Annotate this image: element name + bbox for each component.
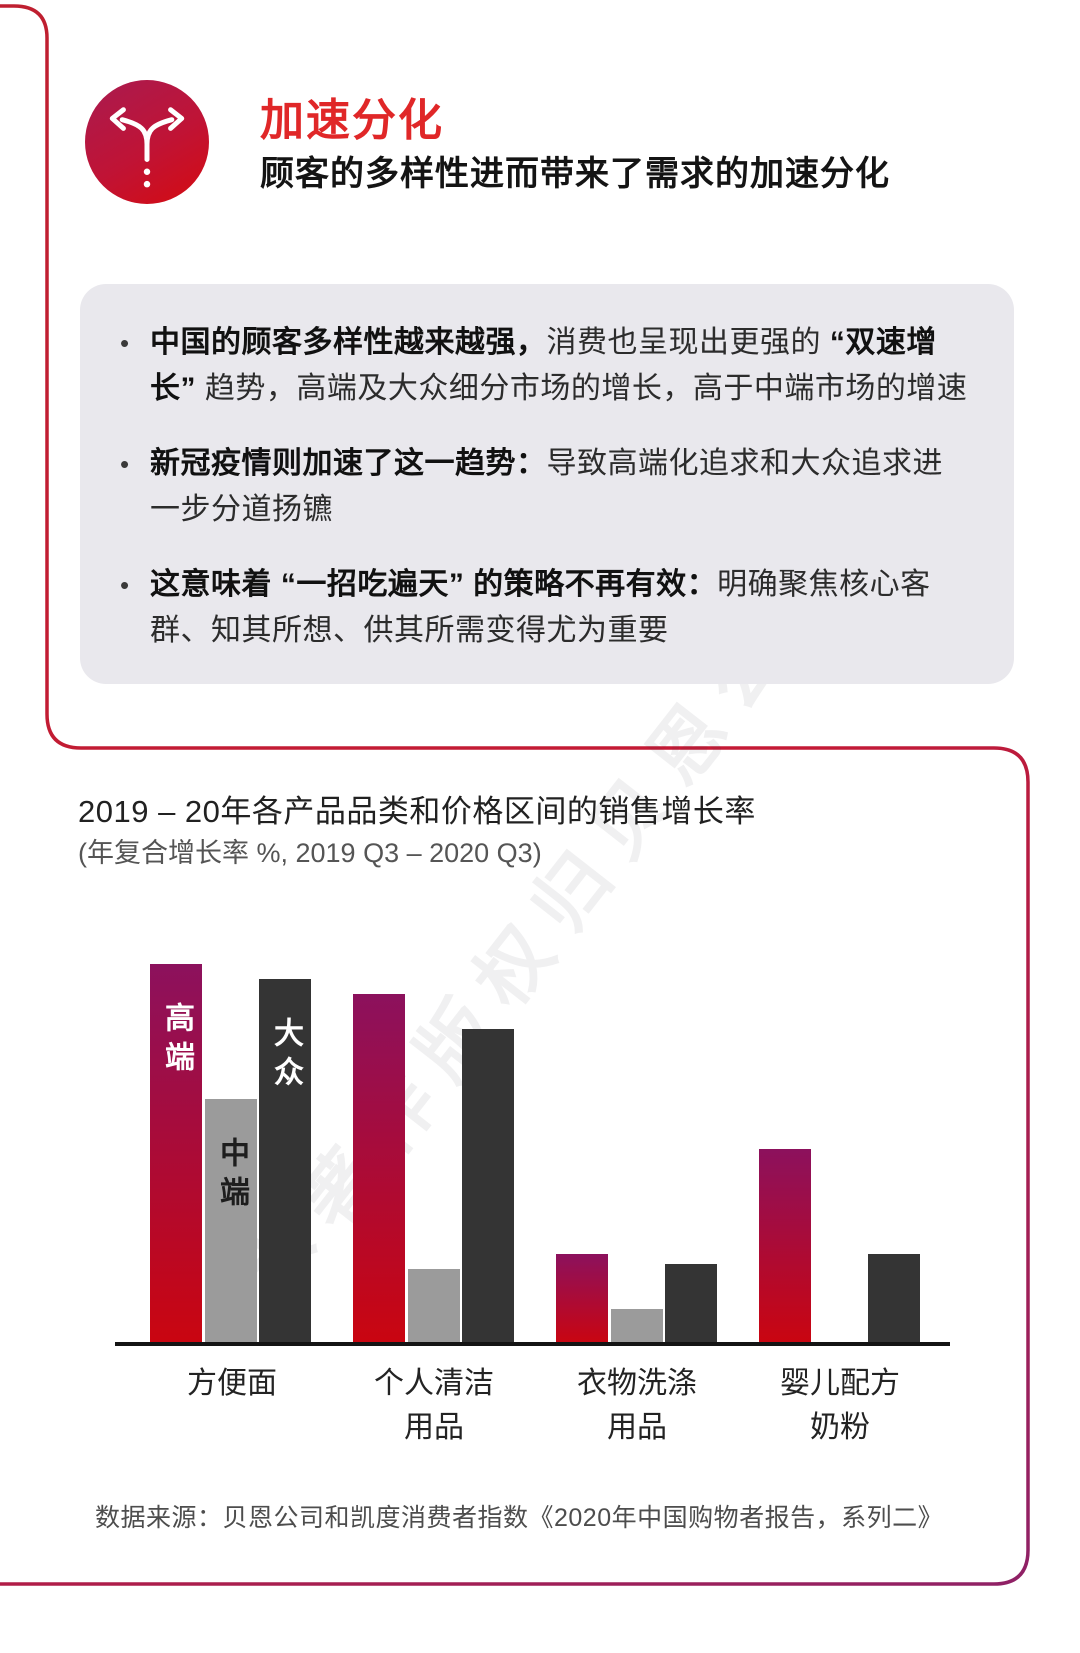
bar-大众-2 — [462, 1029, 514, 1344]
bar-中端-2 — [408, 1269, 460, 1344]
category-label: 方便面 — [187, 1367, 277, 1400]
diverging-arrows-glyph — [109, 107, 185, 188]
page-subtitle: 顾客的多样性进而带来了需求的加速分化 — [260, 155, 890, 193]
bullet-marker: • — [120, 449, 130, 479]
bar-高端-1: 高端 — [150, 964, 202, 1344]
bar-大众-1: 大众 — [259, 979, 311, 1344]
bar-高端-4 — [759, 1149, 811, 1344]
bullet-marker: • — [120, 328, 130, 358]
category-label: 婴儿配方 奶粉 — [780, 1367, 900, 1444]
bullet-list: • 中国的顾客多样性越来越强，消费也呈现出更强的 “双速增长” 趋势，高端及大众细… — [120, 320, 968, 654]
bullet-item: • 这意味着 “一招吃遍天” 的策略不再有效：明确聚焦核心客群、知其所想、供其所需… — [120, 562, 968, 654]
bar-大众-3 — [665, 1264, 717, 1344]
tier-label-中端: 中端 — [215, 1137, 248, 1215]
chart-subtitle: (年复合增长率 %, 2019 Q3 – 2020 Q3) — [78, 838, 542, 868]
source-note: 数据来源：贝恩公司和凯度消费者指数《2020年中国购物者报告，系列二》 — [95, 1504, 944, 1532]
tier-label-大众: 大众 — [269, 1017, 302, 1095]
bar-高端-3 — [556, 1254, 608, 1344]
bullet-item: • 中国的顾客多样性越来越强，消费也呈现出更强的 “双速增长” 趋势，高端及大众细… — [120, 320, 968, 412]
bar-中端-3 — [611, 1309, 663, 1344]
category-label: 个人清洁 用品 — [374, 1367, 494, 1444]
bullet-text: 中国的顾客多样性越来越强，消费也呈现出更强的 “双速增长” 趋势，高端及大众细分… — [150, 326, 968, 405]
diverging-arrows-icon — [85, 80, 209, 204]
page-title: 加速分化 — [260, 96, 444, 145]
summary-card: • 中国的顾客多样性越来越强，消费也呈现出更强的 “双速增长” 趋势，高端及大众细… — [80, 284, 1014, 684]
tier-label-高端: 高端 — [160, 1002, 193, 1080]
bar-大众-4 — [868, 1254, 920, 1344]
x-axis-line — [115, 1342, 950, 1346]
bullet-marker: • — [120, 570, 130, 600]
bullet-text: 这意味着 “一招吃遍天” 的策略不再有效：明确聚焦核心客群、知其所想、供其所需变… — [150, 568, 931, 647]
chart-title: 2019 – 20年各产品品类和价格区间的销售增长率 — [78, 794, 756, 829]
bar-高端-2 — [353, 994, 405, 1344]
bar-中端-1: 中端 — [205, 1099, 257, 1344]
bullet-text: 新冠疫情则加速了这一趋势：导致高端化追求和大众追求进一步分道扬镳 — [150, 447, 943, 526]
bullet-item: • 新冠疫情则加速了这一趋势：导致高端化追求和大众追求进一步分道扬镳 — [120, 441, 968, 533]
category-label: 衣物洗涤 用品 — [577, 1367, 697, 1444]
